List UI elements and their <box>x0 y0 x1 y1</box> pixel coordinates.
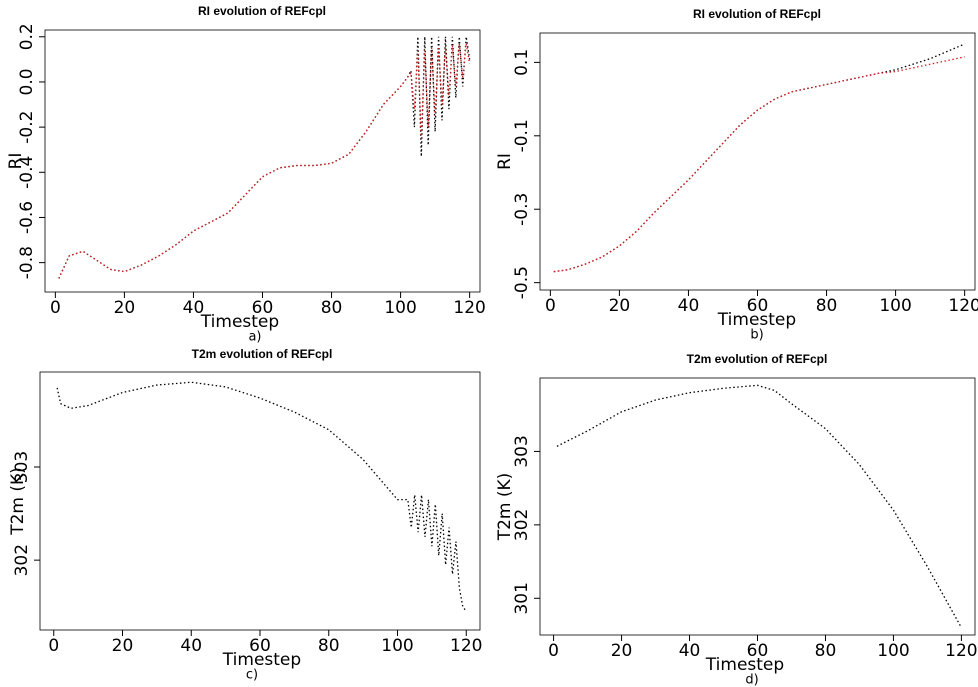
x-tick-label: 0 <box>48 636 59 656</box>
y-tick-label: -0.8 <box>17 246 37 279</box>
panel: RI evolution of REFcpl 0 20 40 60 80 100 120 -0.… <box>495 7 978 342</box>
y-tick-label: 0.1 <box>512 49 532 76</box>
x-axis-title: Timestep <box>200 312 279 332</box>
chart-title: RI evolution of REFcpl <box>693 7 821 21</box>
y-axis-title: T2m (K) <box>495 473 515 542</box>
x-tick-label: 20 <box>609 296 631 316</box>
x-tick-label: 20 <box>112 636 134 656</box>
series-line <box>56 381 467 612</box>
panel-label: c) <box>246 668 258 683</box>
x-tick-label: 0 <box>548 641 559 661</box>
plot-frame <box>539 32 976 291</box>
x-tick-label: 20 <box>611 641 633 661</box>
chart-title: RI evolution of REFcpl <box>198 4 326 18</box>
x-tick-label: 60 <box>747 641 769 661</box>
series-line <box>553 43 965 273</box>
x-axis-title: Timestep <box>222 650 301 670</box>
x-tick-label: 60 <box>252 298 274 318</box>
y-tick-label: -0.3 <box>512 193 532 226</box>
series-line <box>58 36 471 279</box>
panel-label: a) <box>248 330 261 345</box>
x-tick-label: 40 <box>183 298 205 318</box>
x-tick-label: 120 <box>948 296 978 316</box>
x-tick-label: 100 <box>384 298 416 318</box>
y-tick-label: -0.5 <box>512 266 532 299</box>
x-tick-label: 40 <box>678 296 700 316</box>
x-tick-label: 80 <box>321 298 343 318</box>
y-tick-label: -0.6 <box>17 201 37 234</box>
x-tick-label: 0 <box>545 296 556 316</box>
panel-label: d) <box>745 673 758 687</box>
x-tick-label: 120 <box>453 298 485 318</box>
x-axis-title: Timestep <box>705 655 784 675</box>
chart-title: T2m evolution of REFcpl <box>192 347 333 361</box>
x-tick-label: 120 <box>945 641 977 661</box>
x-axis-title: Timestep <box>717 310 796 330</box>
x-tick-label: 80 <box>816 296 838 316</box>
series-line <box>553 56 965 273</box>
panel: T2m evolution of REFcpl 0 20 40 60 80 100 120 30… <box>495 352 978 687</box>
plot-frame <box>539 377 976 636</box>
y-axis-title: RI <box>6 153 26 170</box>
panel: RI evolution of REFcpl 0 20 40 60 80 100 120 -0.… <box>6 4 486 344</box>
x-tick-label: 80 <box>318 636 340 656</box>
x-tick-label: 60 <box>249 636 271 656</box>
x-tick-label: 60 <box>747 296 769 316</box>
panel-label: b) <box>750 328 763 343</box>
x-tick-label: 100 <box>879 296 911 316</box>
y-axis-title: RI <box>495 153 515 170</box>
y-tick-label: 0.2 <box>17 23 37 50</box>
panel: T2m evolution of REFcpl 0 20 40 60 80 100 120 30… <box>8 347 482 682</box>
x-tick-label: 120 <box>450 636 482 656</box>
y-tick-label: 302 <box>12 544 32 576</box>
plot-frame <box>44 29 481 293</box>
y-axis-title: T2m (K) <box>8 467 28 536</box>
y-tick-label: 301 <box>512 582 532 614</box>
x-tick-label: 100 <box>877 641 909 661</box>
y-tick-label: -0.1 <box>512 119 532 152</box>
x-tick-label: 80 <box>815 641 837 661</box>
x-tick-label: 40 <box>679 641 701 661</box>
y-tick-label: 303 <box>12 451 32 483</box>
x-tick-label: 40 <box>180 636 202 656</box>
y-tick-label: -0.2 <box>17 111 37 144</box>
x-tick-label: 0 <box>50 298 61 318</box>
y-tick-label: 302 <box>512 509 532 541</box>
y-tick-label: 303 <box>512 435 532 467</box>
x-tick-label: 20 <box>114 298 136 318</box>
series-line <box>556 384 962 628</box>
chart-title: T2m evolution of REFcpl <box>687 352 828 366</box>
series-line <box>58 43 471 279</box>
y-tick-label: -0.4 <box>17 156 37 189</box>
y-tick-label: 0.0 <box>17 68 37 95</box>
x-tick-label: 100 <box>381 636 413 656</box>
